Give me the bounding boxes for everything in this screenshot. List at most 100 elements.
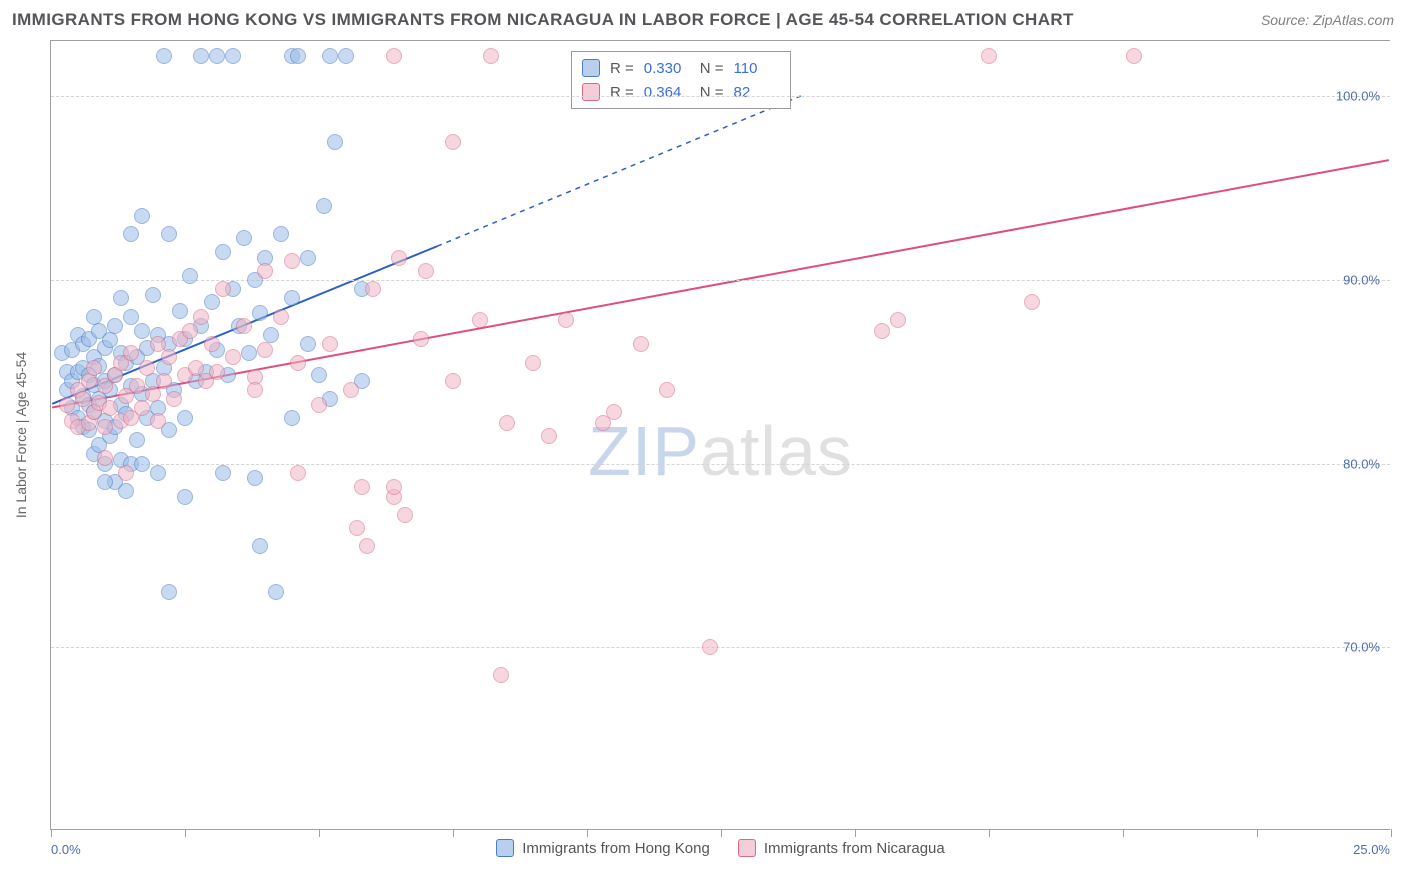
trend-lines-layer (51, 41, 1390, 829)
x-tick (1257, 829, 1258, 837)
data-point (418, 263, 434, 279)
data-point (290, 465, 306, 481)
data-point (606, 404, 622, 420)
data-point (86, 309, 102, 325)
x-tick (51, 829, 52, 837)
data-point (284, 290, 300, 306)
data-point (391, 250, 407, 266)
data-point (134, 456, 150, 472)
data-point (483, 48, 499, 64)
data-point (263, 327, 279, 343)
data-point (145, 287, 161, 303)
data-point (338, 48, 354, 64)
data-point (59, 397, 75, 413)
data-point (247, 382, 263, 398)
data-point (386, 48, 402, 64)
x-tick (1123, 829, 1124, 837)
square-icon (582, 83, 600, 101)
data-point (300, 336, 316, 352)
data-point (273, 309, 289, 325)
correlation-legend: R = 0.330 N = 110 R = 0.364 N = 82 (571, 51, 791, 109)
square-icon (738, 839, 756, 857)
x-tick (1391, 829, 1392, 837)
data-point (236, 230, 252, 246)
data-point (97, 419, 113, 435)
y-tick-label: 90.0% (1343, 272, 1380, 287)
scatter-plot-area: In Labor Force | Age 45-54 ZIPatlas R = … (50, 40, 1390, 830)
data-point (150, 465, 166, 481)
data-point (493, 667, 509, 683)
gridline (51, 96, 1390, 97)
data-point (113, 290, 129, 306)
data-point (284, 410, 300, 426)
data-point (413, 331, 429, 347)
data-point (257, 342, 273, 358)
y-tick-label: 100.0% (1336, 89, 1380, 104)
data-point (290, 48, 306, 64)
data-point (215, 244, 231, 260)
data-point (343, 382, 359, 398)
data-point (874, 323, 890, 339)
x-tick (453, 829, 454, 837)
data-point (702, 639, 718, 655)
data-point (981, 48, 997, 64)
data-point (177, 410, 193, 426)
data-point (209, 364, 225, 380)
x-tick (721, 829, 722, 837)
data-point (349, 520, 365, 536)
data-point (472, 312, 488, 328)
legend-item-hongkong: Immigrants from Hong Kong (496, 839, 710, 857)
data-point (327, 134, 343, 150)
legend-row-nicaragua: R = 0.364 N = 82 (582, 80, 780, 104)
y-axis-title: In Labor Force | Age 45-54 (13, 352, 29, 518)
data-point (268, 584, 284, 600)
data-point (134, 208, 150, 224)
data-point (86, 360, 102, 376)
data-point (161, 584, 177, 600)
data-point (193, 309, 209, 325)
x-tick (185, 829, 186, 837)
r-value: 0.330 (644, 60, 690, 77)
legend-row-hongkong: R = 0.330 N = 110 (582, 56, 780, 80)
data-point (247, 470, 263, 486)
data-point (241, 345, 257, 361)
chart-header: IMMIGRANTS FROM HONG KONG VS IMMIGRANTS … (0, 0, 1406, 40)
data-point (161, 226, 177, 242)
series-legend: Immigrants from Hong Kong Immigrants fro… (51, 839, 1390, 857)
data-point (365, 281, 381, 297)
data-point (445, 134, 461, 150)
data-point (177, 489, 193, 505)
data-point (525, 355, 541, 371)
data-point (257, 263, 273, 279)
legend-label: Immigrants from Hong Kong (522, 840, 710, 857)
data-point (166, 391, 182, 407)
data-point (225, 349, 241, 365)
n-value: 110 (734, 60, 780, 77)
data-point (359, 538, 375, 554)
data-point (107, 318, 123, 334)
data-point (322, 48, 338, 64)
watermark: ZIPatlas (588, 411, 853, 491)
chart-title: IMMIGRANTS FROM HONG KONG VS IMMIGRANTS … (12, 10, 1074, 30)
square-icon (582, 59, 600, 77)
data-point (273, 226, 289, 242)
chart-source: Source: ZipAtlas.com (1261, 12, 1394, 28)
data-point (118, 483, 134, 499)
data-point (633, 336, 649, 352)
x-tick (989, 829, 990, 837)
square-icon (496, 839, 514, 857)
x-tick (855, 829, 856, 837)
data-point (290, 355, 306, 371)
data-point (354, 479, 370, 495)
data-point (129, 432, 145, 448)
legend-label: Immigrants from Nicaragua (764, 840, 945, 857)
data-point (659, 382, 675, 398)
data-point (161, 349, 177, 365)
data-point (134, 323, 150, 339)
y-tick-label: 80.0% (1343, 456, 1380, 471)
data-point (225, 48, 241, 64)
data-point (541, 428, 557, 444)
data-point (204, 294, 220, 310)
data-point (397, 507, 413, 523)
data-point (123, 226, 139, 242)
